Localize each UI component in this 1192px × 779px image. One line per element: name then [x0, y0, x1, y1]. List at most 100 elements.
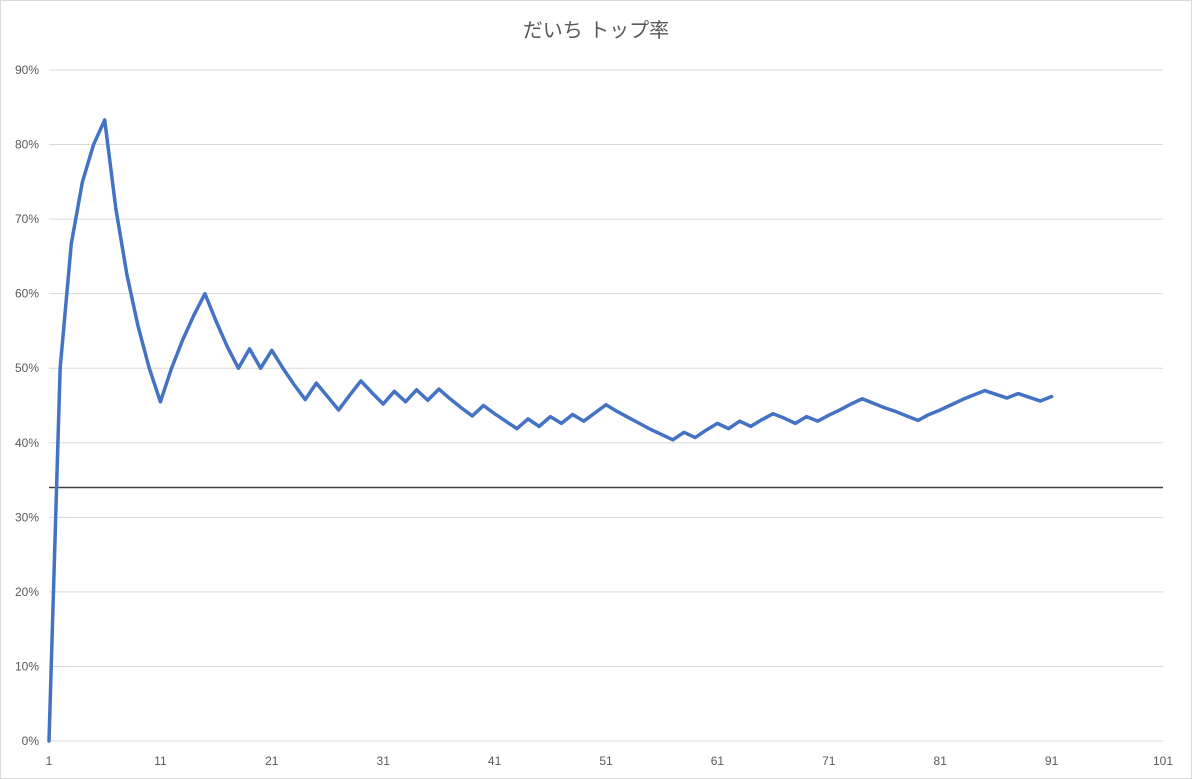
data-point — [415, 388, 419, 392]
data-point — [69, 242, 73, 246]
data-point — [637, 421, 641, 425]
data-point — [582, 419, 586, 423]
data-point — [192, 313, 196, 317]
data-point — [771, 412, 775, 416]
y-tick-label: 50% — [15, 361, 39, 375]
x-tick-label: 31 — [377, 754, 391, 768]
data-point — [493, 412, 497, 416]
data-point — [270, 348, 274, 352]
x-tick-label: 21 — [265, 754, 279, 768]
data-point — [381, 402, 385, 406]
data-point — [392, 389, 396, 393]
data-point — [927, 412, 931, 416]
data-point — [259, 366, 263, 370]
y-tick-label: 30% — [15, 510, 39, 524]
data-point — [949, 403, 953, 407]
data-point — [181, 338, 185, 342]
data-point — [682, 430, 686, 434]
gridlines — [49, 69, 1163, 742]
data-point — [805, 415, 809, 419]
y-tick-label: 0% — [22, 734, 40, 748]
data-point — [403, 400, 407, 404]
data-point — [649, 427, 653, 431]
data-point — [827, 413, 831, 417]
data-point — [248, 347, 252, 351]
data-point — [860, 397, 864, 401]
data-point — [671, 438, 675, 442]
x-tick-label: 81 — [934, 754, 948, 768]
data-point — [359, 379, 363, 383]
data-point — [760, 418, 764, 422]
y-tick-label: 60% — [15, 287, 39, 301]
data-point — [337, 408, 341, 412]
data-point — [559, 421, 563, 425]
data-point — [749, 424, 753, 428]
y-tick-label: 40% — [15, 436, 39, 450]
data-point — [1005, 396, 1009, 400]
data-point — [704, 428, 708, 432]
x-tick-label: 11 — [154, 754, 167, 768]
data-point — [214, 319, 218, 323]
data-point — [526, 417, 530, 421]
data-point — [727, 427, 731, 431]
data-point — [972, 393, 976, 397]
data-point — [448, 397, 452, 401]
data-point — [437, 387, 441, 391]
data-point — [615, 409, 619, 413]
data-point — [459, 406, 463, 410]
data-point — [816, 419, 820, 423]
y-axis-tick-labels: 0% 10% 20% 30% 40% 50% 60% 70% 80% 90% — [15, 63, 39, 748]
x-tick-label: 41 — [488, 754, 502, 768]
y-tick-label: 20% — [15, 585, 39, 599]
data-point — [593, 411, 597, 415]
x-tick-label: 61 — [711, 754, 725, 768]
data-point — [426, 398, 430, 402]
data-point — [782, 416, 786, 420]
data-point — [47, 739, 51, 743]
data-point — [849, 402, 853, 406]
data-point — [292, 383, 296, 387]
x-tick-label: 101 — [1153, 754, 1173, 768]
data-point — [626, 415, 630, 419]
data-point — [738, 419, 742, 423]
data-point — [693, 436, 697, 440]
y-tick-label: 80% — [15, 138, 39, 152]
data-point — [515, 427, 519, 431]
data-point — [225, 345, 229, 349]
data-point — [715, 421, 719, 425]
data-point — [883, 406, 886, 410]
data-point — [470, 414, 474, 418]
chart-title: だいち トップ率 — [522, 18, 670, 42]
data-point — [103, 118, 107, 122]
data-point — [1016, 392, 1020, 396]
data-point — [838, 408, 842, 412]
y-tick-label: 90% — [15, 63, 39, 77]
series-layer — [47, 118, 1054, 743]
series-line — [47, 118, 1054, 743]
data-point — [158, 400, 162, 404]
data-point — [136, 324, 140, 328]
x-tick-label: 91 — [1045, 754, 1059, 768]
data-point — [314, 381, 318, 385]
y-tick-label: 10% — [15, 659, 39, 673]
data-point — [894, 409, 898, 413]
data-point — [504, 419, 508, 423]
data-point — [571, 412, 575, 416]
data-point — [370, 391, 374, 395]
data-point — [793, 421, 797, 425]
data-point — [1050, 395, 1054, 399]
x-axis-tick-labels: 1 11 21 31 41 51 61 71 81 91 101 — [46, 754, 1174, 768]
data-point — [983, 389, 987, 393]
x-tick-label: 71 — [822, 754, 836, 768]
y-tick-label: 70% — [15, 212, 39, 226]
data-point — [905, 414, 909, 418]
data-point — [203, 292, 207, 296]
data-point — [871, 401, 875, 405]
data-point — [326, 395, 329, 399]
data-point — [114, 207, 118, 211]
data-point — [125, 273, 129, 277]
data-point — [1027, 395, 1031, 399]
data-point — [236, 366, 240, 370]
